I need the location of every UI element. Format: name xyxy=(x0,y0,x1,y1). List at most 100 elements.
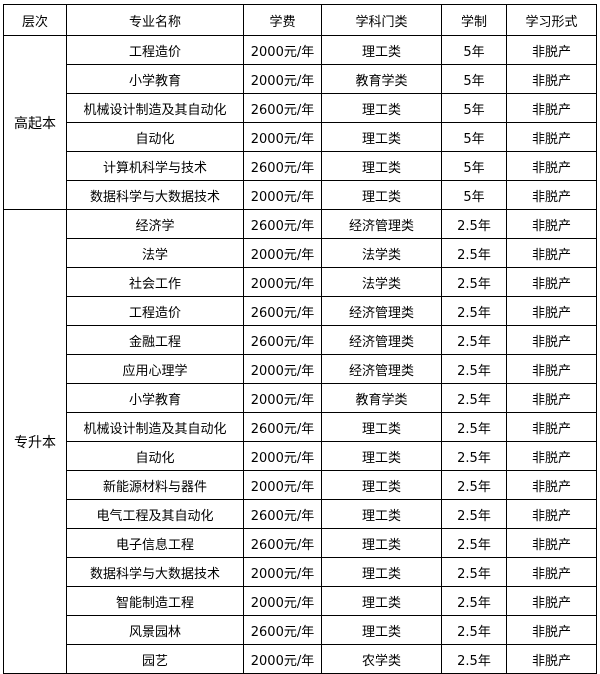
study-mode-cell: 非脱产 xyxy=(506,209,597,239)
table-row: 新能源材料与器件 2000元/年 理工类 2.5年 非脱产 xyxy=(4,470,597,500)
category-cell: 理工类 xyxy=(321,441,442,471)
duration-cell: 2.5年 xyxy=(441,528,507,558)
category-cell: 理工类 xyxy=(321,151,442,181)
category-cell: 经济管理类 xyxy=(321,325,442,355)
study-mode-cell: 非脱产 xyxy=(506,557,597,587)
header-category: 学科门类 xyxy=(321,4,442,36)
major-cell: 新能源材料与器件 xyxy=(66,470,244,500)
tuition-cell: 2600元/年 xyxy=(243,325,322,355)
study-mode-cell: 非脱产 xyxy=(506,528,597,558)
study-mode-cell: 非脱产 xyxy=(506,64,597,94)
category-cell: 经济管理类 xyxy=(321,209,442,239)
major-cell: 法学 xyxy=(66,238,244,268)
major-cell: 风景园林 xyxy=(66,615,244,645)
category-cell: 理工类 xyxy=(321,615,442,645)
tuition-cell: 2000元/年 xyxy=(243,383,322,413)
study-mode-cell: 非脱产 xyxy=(506,93,597,123)
table-row: 社会工作 2000元/年 法学类 2.5年 非脱产 xyxy=(4,267,597,297)
table-row: 电子信息工程 2600元/年 理工类 2.5年 非脱产 xyxy=(4,528,597,558)
header-tuition: 学费 xyxy=(243,4,322,36)
category-cell: 农学类 xyxy=(321,644,442,674)
table-row: 高起本 工程造价 2000元/年 理工类 5年 非脱产 xyxy=(3,35,597,210)
study-mode-cell: 非脱产 xyxy=(506,441,597,471)
table-row: 自动化 2000元/年 理工类 2.5年 非脱产 xyxy=(4,441,597,471)
duration-cell: 2.5年 xyxy=(441,238,507,268)
tuition-cell: 2000元/年 xyxy=(243,441,322,471)
duration-cell: 5年 xyxy=(441,180,507,210)
tuition-cell: 2000元/年 xyxy=(243,180,322,210)
tuition-cell: 2000元/年 xyxy=(243,267,322,297)
study-mode-cell: 非脱产 xyxy=(506,35,597,65)
table-row: 小学教育 2000元/年 教育学类 5年 非脱产 xyxy=(4,64,597,94)
study-mode-cell: 非脱产 xyxy=(506,180,597,210)
major-cell: 自动化 xyxy=(66,122,244,152)
major-cell: 数据科学与大数据技术 xyxy=(66,557,244,587)
category-cell: 理工类 xyxy=(321,180,442,210)
table-row: 数据科学与大数据技术 2000元/年 理工类 5年 非脱产 xyxy=(4,180,597,210)
major-cell: 计算机科学与技术 xyxy=(66,151,244,181)
tuition-cell: 2000元/年 xyxy=(243,122,322,152)
level-cell: 高起本 xyxy=(3,35,67,210)
tuition-cell: 2000元/年 xyxy=(243,354,322,384)
category-cell: 理工类 xyxy=(321,586,442,616)
major-cell: 工程造价 xyxy=(66,35,244,65)
major-cell: 数据科学与大数据技术 xyxy=(66,180,244,210)
tuition-cell: 2000元/年 xyxy=(243,64,322,94)
major-cell: 社会工作 xyxy=(66,267,244,297)
category-cell: 理工类 xyxy=(321,35,442,65)
table-row: 数据科学与大数据技术 2000元/年 理工类 2.5年 非脱产 xyxy=(4,557,597,587)
duration-cell: 2.5年 xyxy=(441,325,507,355)
major-cell: 应用心理学 xyxy=(66,354,244,384)
major-cell: 工程造价 xyxy=(66,296,244,326)
major-cell: 金融工程 xyxy=(66,325,244,355)
duration-cell: 2.5年 xyxy=(441,470,507,500)
tuition-cell: 2000元/年 xyxy=(243,470,322,500)
tuition-cell: 2000元/年 xyxy=(243,586,322,616)
category-cell: 法学类 xyxy=(321,238,442,268)
duration-cell: 2.5年 xyxy=(441,267,507,297)
table-row: 园艺 2000元/年 农学类 2.5年 非脱产 xyxy=(4,644,597,674)
tuition-cell: 2000元/年 xyxy=(243,35,322,65)
major-cell: 园艺 xyxy=(66,644,244,674)
study-mode-cell: 非脱产 xyxy=(506,615,597,645)
duration-cell: 2.5年 xyxy=(441,644,507,674)
category-cell: 理工类 xyxy=(321,557,442,587)
study-mode-cell: 非脱产 xyxy=(506,383,597,413)
category-cell: 理工类 xyxy=(321,528,442,558)
major-cell: 电子信息工程 xyxy=(66,528,244,558)
category-cell: 经济管理类 xyxy=(321,354,442,384)
duration-cell: 5年 xyxy=(441,35,507,65)
major-cell: 小学教育 xyxy=(66,64,244,94)
tuition-cell: 2600元/年 xyxy=(243,296,322,326)
tuition-cell: 2000元/年 xyxy=(243,238,322,268)
study-mode-cell: 非脱产 xyxy=(506,325,597,355)
study-mode-cell: 非脱产 xyxy=(506,499,597,529)
tuition-cell: 2000元/年 xyxy=(243,644,322,674)
duration-cell: 2.5年 xyxy=(441,209,507,239)
tuition-cell: 2600元/年 xyxy=(243,151,322,181)
table-row: 机械设计制造及其自动化 2600元/年 理工类 2.5年 非脱产 xyxy=(4,412,597,442)
header-study-mode: 学习形式 xyxy=(506,4,597,36)
major-cell: 小学教育 xyxy=(66,383,244,413)
tuition-cell: 2600元/年 xyxy=(243,499,322,529)
level-cell: 专升本 xyxy=(3,209,67,674)
category-cell: 理工类 xyxy=(321,122,442,152)
duration-cell: 2.5年 xyxy=(441,354,507,384)
duration-cell: 2.5年 xyxy=(441,296,507,326)
tuition-cell: 2600元/年 xyxy=(243,615,322,645)
duration-cell: 2.5年 xyxy=(441,441,507,471)
duration-cell: 5年 xyxy=(441,122,507,152)
study-mode-cell: 非脱产 xyxy=(506,470,597,500)
category-cell: 法学类 xyxy=(321,267,442,297)
tuition-cell: 2600元/年 xyxy=(243,412,322,442)
header-level: 层次 xyxy=(3,4,67,36)
category-cell: 理工类 xyxy=(321,93,442,123)
duration-cell: 2.5年 xyxy=(441,615,507,645)
program-table: 层次 专业名称 学费 学科门类 学制 学习形式 高起本 工程造价 2000元/年 理工… xyxy=(3,4,597,674)
header-duration: 学制 xyxy=(441,4,507,36)
category-cell: 理工类 xyxy=(321,499,442,529)
duration-cell: 2.5年 xyxy=(441,586,507,616)
table-row: 自动化 2000元/年 理工类 5年 非脱产 xyxy=(4,122,597,152)
study-mode-cell: 非脱产 xyxy=(506,267,597,297)
duration-cell: 5年 xyxy=(441,64,507,94)
